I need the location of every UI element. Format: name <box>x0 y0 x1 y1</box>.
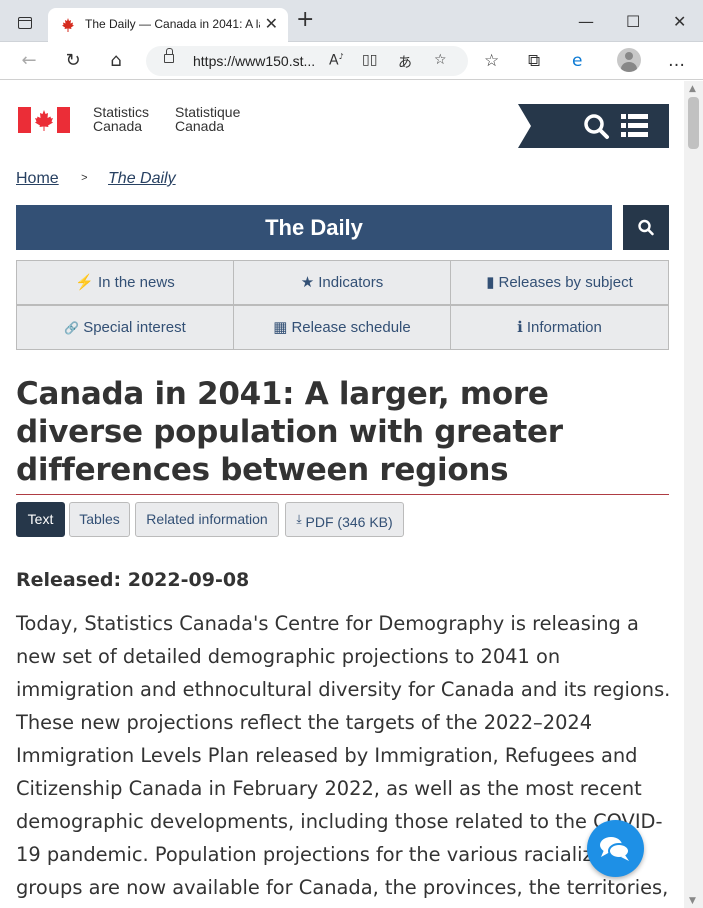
back-arrow-icon[interactable]: ← <box>21 50 37 71</box>
nav-label: Releases by subject <box>498 274 633 291</box>
profile-avatar[interactable] <box>617 48 641 72</box>
close-window-button[interactable]: ✕ <box>673 12 687 31</box>
new-tab-button[interactable]: + <box>296 7 315 32</box>
chat-button[interactable] <box>587 820 644 877</box>
lock-icon <box>164 48 174 63</box>
sig-fr-line1: Statistique <box>175 104 241 120</box>
nav-label: Indicators <box>318 274 384 291</box>
refresh-icon[interactable]: ↻ <box>65 50 81 71</box>
the-daily-banner[interactable]: The Daily <box>16 205 612 250</box>
collections-icon[interactable]: ⧉ <box>528 51 541 71</box>
breadcrumb: Home > The Daily <box>16 170 176 188</box>
maple-leaf-icon <box>62 18 74 32</box>
tab-related-information[interactable]: Related information <box>135 502 279 537</box>
nav-release-schedule[interactable]: ▦ Release schedule <box>233 305 451 350</box>
address-toolbar: ← ↻ ⌂ https://www150.st... A♪ ▯▯ あ ☆ ☆ ⧉… <box>0 42 703 80</box>
favorites-icon[interactable]: ☆ <box>484 51 500 71</box>
book-icon: ▮ <box>486 274 495 291</box>
release-date: Released: 2022-09-08 <box>16 569 250 591</box>
sig-en-line2: Canada <box>93 118 143 134</box>
breadcrumb-the-daily[interactable]: The Daily <box>108 170 176 187</box>
breadcrumb-separator: > <box>81 172 88 184</box>
add-favorite-icon[interactable]: ☆ <box>434 52 447 68</box>
url-text[interactable]: https://www150.st... <box>193 53 316 69</box>
bolt-icon: ⚡ <box>75 274 94 291</box>
url-bar[interactable]: https://www150.st... A♪ ▯▯ あ ☆ <box>146 46 468 76</box>
tab-actions-icon[interactable] <box>18 17 32 29</box>
scroll-down-arrow[interactable]: ▼ <box>689 896 696 906</box>
scroll-thumb[interactable] <box>688 97 699 149</box>
daily-nav-grid: ⚡ In the news ★ Indicators ▮ Releases by su… <box>16 260 669 350</box>
scroll-up-arrow[interactable]: ▲ <box>689 84 696 94</box>
info-icon: ℹ <box>517 319 523 336</box>
page-title: Canada in 2041: A larger, more diverse p… <box>16 376 563 488</box>
home-icon[interactable]: ⌂ <box>110 50 122 71</box>
page-scrollbar[interactable]: ▲ ▼ <box>684 81 703 908</box>
sig-en-line1: Statistics <box>93 104 150 120</box>
read-aloud-icon[interactable]: A♪ <box>329 52 344 69</box>
title-divider <box>16 494 669 495</box>
nav-releases-by-subject[interactable]: ▮ Releases by subject <box>450 260 669 305</box>
tab-title: The Daily — Canada in 2041: A la <box>85 17 260 31</box>
nav-special-interest[interactable]: 🔗 Special interest <box>16 305 234 350</box>
signature-english[interactable]: Statistics Canada <box>93 105 149 133</box>
translate-icon[interactable]: あ <box>398 55 412 71</box>
article-body: Today, Statistics Canada's Centre for De… <box>16 612 671 899</box>
minimize-button[interactable]: — <box>578 12 594 31</box>
nav-information[interactable]: ℹ Information <box>450 305 669 350</box>
calendar-icon: ▦ <box>273 319 288 336</box>
daily-search-button[interactable] <box>623 205 669 250</box>
nav-in-the-news[interactable]: ⚡ In the news <box>16 260 234 305</box>
canada-flag-icon <box>18 107 70 133</box>
more-options-icon[interactable]: … <box>668 51 685 71</box>
web-page: Statistics Canada Statistique Canada Hom… <box>0 81 684 908</box>
chat-bubbles-icon <box>600 837 630 861</box>
breadcrumb-home[interactable]: Home <box>16 170 59 187</box>
search-icon <box>638 219 654 236</box>
download-icon: ⤓ <box>296 512 302 526</box>
pdf-label: PDF (346 KB) <box>305 514 393 530</box>
tab-tables[interactable]: Tables <box>69 502 130 537</box>
menu-banner[interactable] <box>518 104 669 148</box>
browser-tab[interactable]: The Daily — Canada in 2041: A la ✕ <box>48 8 288 42</box>
nav-indicators[interactable]: ★ Indicators <box>233 260 451 305</box>
nav-label: Special interest <box>83 319 186 336</box>
signature-french[interactable]: Statistique Canada <box>175 105 240 133</box>
nav-label: In the news <box>97 274 175 291</box>
nav-label: Release schedule <box>291 319 411 336</box>
browser-tab-bar: The Daily — Canada in 2041: A la ✕ + — ☐… <box>0 0 703 42</box>
tab-text[interactable]: Text <box>16 502 65 537</box>
ie-mode-icon[interactable]: e <box>572 51 583 71</box>
nav-label: Information <box>526 319 602 336</box>
immersive-reader-icon[interactable]: ▯▯ <box>362 52 378 68</box>
maximize-button[interactable]: ☐ <box>626 12 641 31</box>
link-icon: 🔗 <box>64 321 80 335</box>
star-icon: ★ <box>300 274 315 291</box>
sig-fr-line2: Canada <box>175 118 225 134</box>
tab-pdf[interactable]: ⤓ PDF (346 KB) <box>285 502 404 537</box>
tab-close-icon[interactable]: ✕ <box>264 14 278 33</box>
